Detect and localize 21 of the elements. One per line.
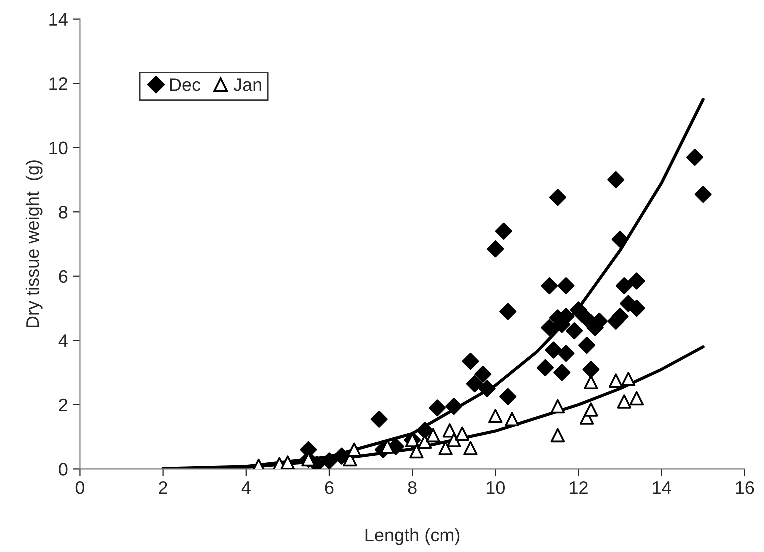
legend-label: Jan [234, 78, 262, 92]
y-tick-label: 12 [50, 78, 68, 90]
x-tick-label: 16 [736, 481, 754, 494]
y-tick-label: 6 [59, 270, 68, 284]
y-tick-label: 14 [50, 13, 68, 26]
x-tick-label: 10 [486, 481, 505, 494]
x-tick-label: 2 [159, 481, 168, 494]
y-tick-label: 0 [59, 463, 68, 476]
x-tick-label: 12 [570, 481, 588, 494]
x-axis-title: Length (cm) [366, 528, 460, 546]
legend-label: Dec [170, 78, 201, 92]
y-tick-label: 2 [59, 398, 68, 412]
x-tick-label: 0 [76, 481, 85, 494]
y-axis-title: Dry tissue weight (g) [26, 160, 43, 328]
y-tick-label: 4 [58, 334, 68, 348]
y-tick-label: 8 [59, 206, 68, 219]
x-tick-label: 14 [653, 482, 672, 494]
x-tick-label: 6 [325, 481, 334, 494]
x-tick-label: 8 [408, 481, 417, 494]
y-tick-label: 10 [50, 142, 68, 155]
x-tick-label: 4 [242, 482, 251, 494]
